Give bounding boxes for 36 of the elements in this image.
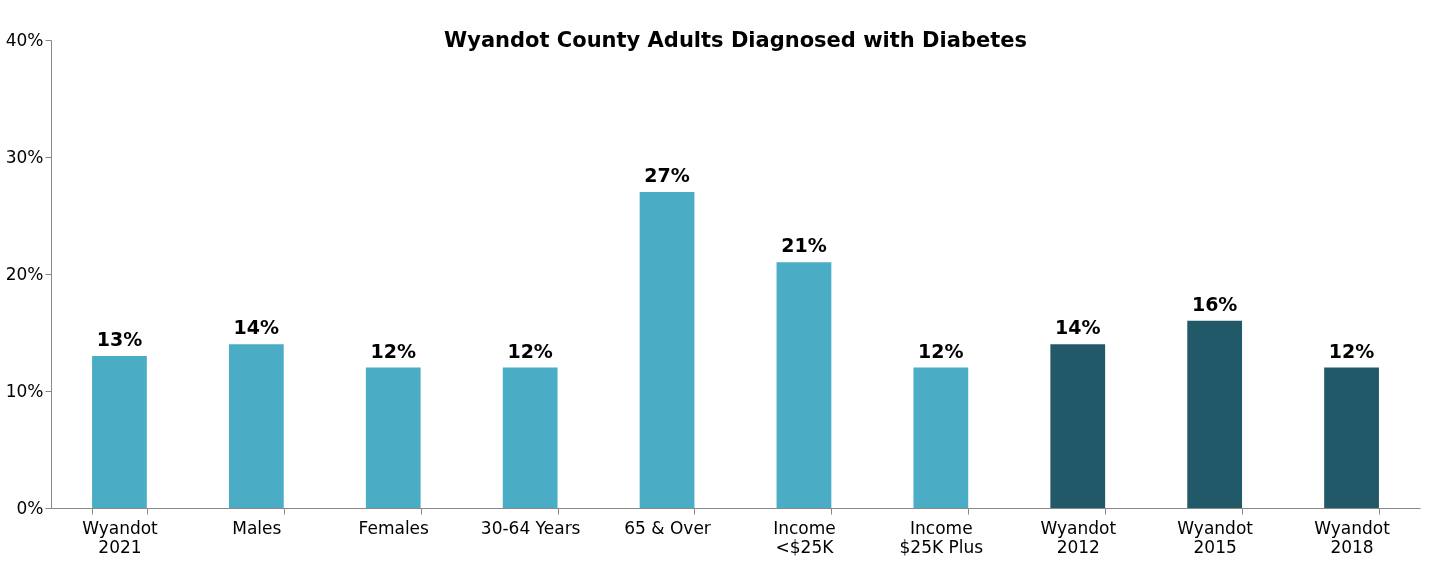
x-tick-label: Income $25K Plus	[899, 517, 984, 557]
bar	[1187, 320, 1243, 508]
x-tick-label: Wyandot 2012	[1040, 517, 1117, 557]
x-tick-label: Females	[358, 517, 430, 538]
x-tick-label: Males	[232, 517, 282, 538]
y-tick-label: 40%	[5, 29, 44, 50]
chart-title: Wyandot County Adults Diagnosed with Diabetes	[444, 28, 1027, 52]
x-tick-label: 30-64 Years	[480, 517, 581, 538]
bar	[365, 367, 421, 508]
data-label: 12%	[507, 339, 553, 362]
x-tick-label: Wyandot 2018	[1314, 517, 1391, 557]
y-tick-label: 20%	[5, 263, 44, 284]
bar	[913, 367, 969, 508]
bar	[1324, 367, 1379, 508]
y-tick-label: 0%	[16, 497, 44, 518]
data-label: 13%	[96, 327, 143, 350]
data-label: 12%	[918, 339, 964, 362]
x-tick-label: 65 & Over	[624, 517, 711, 538]
bar	[502, 367, 558, 508]
bar	[92, 355, 147, 508]
y-tick-label: 10%	[5, 380, 44, 401]
x-tick-label: Wyandot 2021	[82, 517, 159, 557]
bar	[776, 262, 832, 508]
data-label: 12%	[370, 339, 416, 362]
data-label: 21%	[781, 234, 827, 257]
data-label: 14%	[233, 316, 280, 339]
bar	[1050, 344, 1106, 508]
bar	[639, 192, 695, 508]
data-label: 14%	[1055, 316, 1101, 339]
x-tick-label: Wyandot 2015	[1177, 517, 1254, 557]
data-label: 27%	[644, 164, 690, 187]
data-label: 12%	[1328, 339, 1375, 362]
data-label: 16%	[1191, 292, 1238, 315]
bar	[228, 344, 284, 508]
x-tick-label: Income <$25K	[773, 517, 836, 557]
y-tick-label: 30%	[5, 146, 44, 167]
